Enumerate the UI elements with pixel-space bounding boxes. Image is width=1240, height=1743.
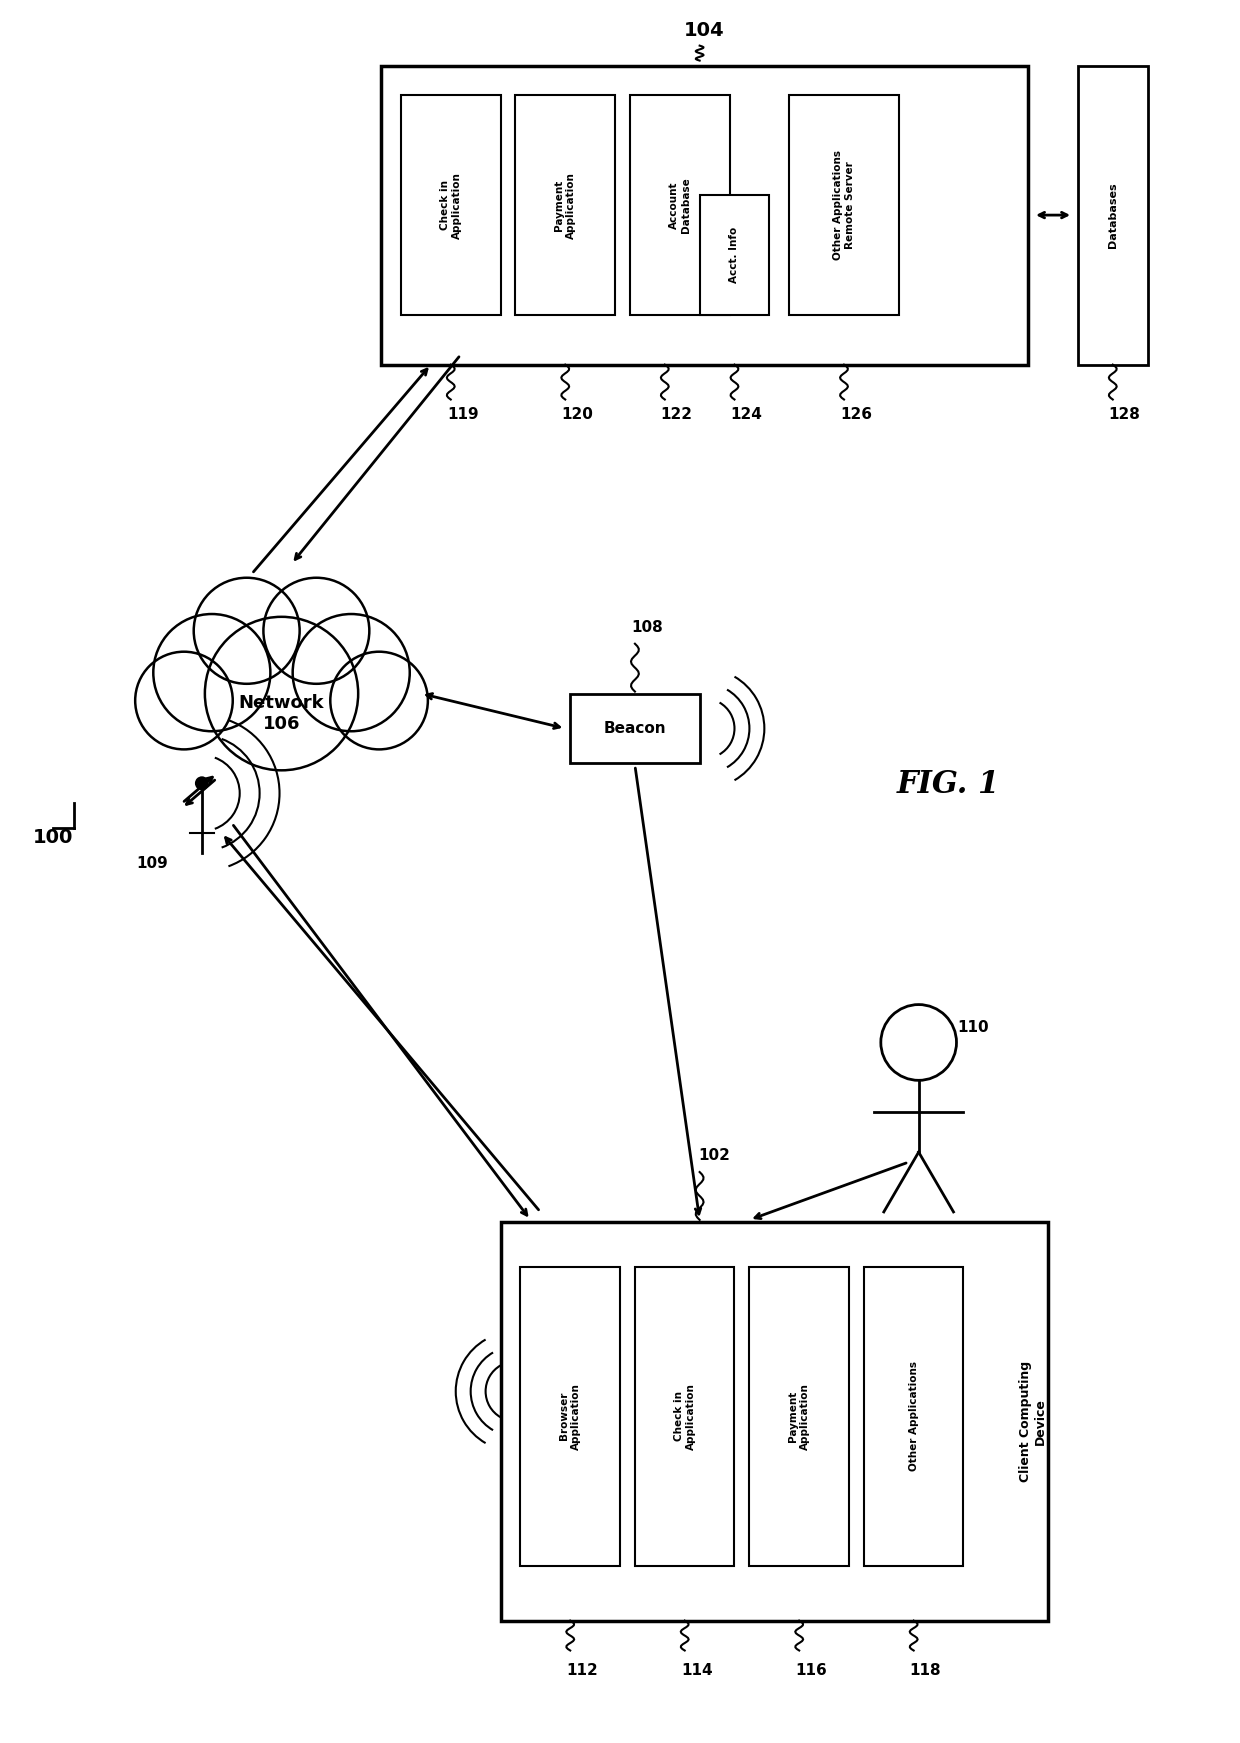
Text: 120: 120 (562, 408, 593, 422)
Text: 100: 100 (32, 828, 73, 847)
FancyBboxPatch shape (749, 1267, 849, 1565)
Text: 122: 122 (661, 408, 693, 422)
Text: Network
106: Network 106 (239, 694, 325, 732)
FancyBboxPatch shape (1078, 66, 1148, 364)
FancyBboxPatch shape (864, 1267, 963, 1565)
FancyBboxPatch shape (401, 96, 501, 315)
Text: 112: 112 (567, 1663, 598, 1679)
Text: 108: 108 (631, 621, 662, 634)
Text: 116: 116 (795, 1663, 827, 1679)
Text: Other Applications
Remote Server: Other Applications Remote Server (833, 150, 854, 260)
Text: 104: 104 (684, 21, 725, 40)
Text: Acct. Info: Acct. Info (729, 227, 739, 282)
Circle shape (195, 776, 208, 790)
Text: Beacon: Beacon (604, 722, 666, 736)
FancyBboxPatch shape (699, 195, 769, 315)
FancyBboxPatch shape (521, 1267, 620, 1565)
FancyBboxPatch shape (516, 96, 615, 315)
Text: Payment
Application: Payment Application (554, 173, 577, 239)
Text: Check in
Application: Check in Application (673, 1382, 696, 1450)
FancyBboxPatch shape (635, 1267, 734, 1565)
Text: 126: 126 (839, 408, 872, 422)
Text: 114: 114 (681, 1663, 713, 1679)
Text: 124: 124 (730, 408, 763, 422)
FancyBboxPatch shape (789, 96, 899, 315)
Text: 110: 110 (957, 1020, 990, 1035)
FancyBboxPatch shape (630, 96, 729, 315)
Text: Other Applications: Other Applications (909, 1361, 919, 1471)
Text: Payment
Application: Payment Application (789, 1382, 810, 1450)
Text: Check in
Application: Check in Application (440, 173, 461, 239)
FancyBboxPatch shape (570, 694, 699, 763)
Text: FIG. 1: FIG. 1 (897, 769, 1001, 800)
Text: 109: 109 (136, 856, 167, 872)
Text: 128: 128 (1109, 408, 1141, 422)
Text: 118: 118 (910, 1663, 941, 1679)
Text: 119: 119 (446, 408, 479, 422)
Text: 102: 102 (698, 1149, 730, 1163)
FancyBboxPatch shape (381, 66, 1028, 364)
Text: Account
Database: Account Database (668, 178, 691, 234)
Text: Client Computing
Device: Client Computing Device (1019, 1361, 1047, 1482)
Text: Browser
Application: Browser Application (559, 1382, 582, 1450)
FancyBboxPatch shape (501, 1222, 1048, 1621)
Text: Databases: Databases (1107, 183, 1117, 248)
